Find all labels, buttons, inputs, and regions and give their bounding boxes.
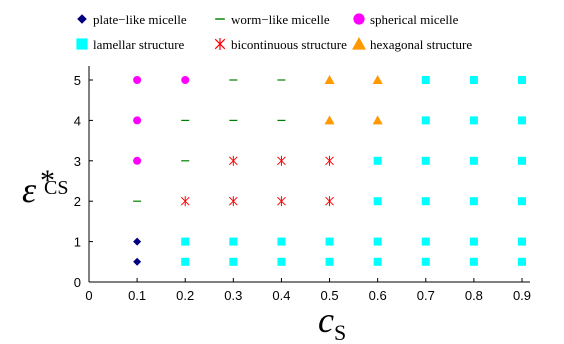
data-points	[133, 75, 526, 266]
legend-item-worm-like-micelle: worm−like micelle	[215, 12, 330, 27]
legend-label: bicontinuous structure	[231, 37, 347, 52]
point-lamellar-structure	[325, 257, 334, 266]
point-lamellar-structure	[469, 197, 478, 206]
point-lamellar-structure	[518, 197, 526, 206]
point-lamellar-structure	[421, 116, 430, 125]
legend-item-lamellar-structure: lamellar structure	[76, 37, 185, 52]
point-lamellar-structure	[518, 237, 526, 246]
point-lamellar-structure	[421, 156, 430, 165]
legend-label: spherical micelle	[370, 12, 459, 27]
point-spherical-micelle	[181, 76, 190, 84]
point-bicontinuous-structure	[228, 196, 238, 207]
legend-label: plate−like micelle	[93, 12, 187, 27]
y-tick-label: 0	[74, 275, 81, 290]
legend-item-plate-like-micelle: plate−like micelle	[77, 12, 187, 27]
legend-item-bicontinuous-structure: bicontinuous structure	[214, 37, 347, 52]
point-lamellar-structure	[518, 156, 526, 165]
x-tick-label: 0.6	[369, 288, 387, 303]
series-plate-like-micelle	[133, 237, 142, 266]
series-lamellar-structure	[181, 76, 526, 266]
point-lamellar-structure	[421, 257, 430, 266]
series-bicontinuous-structure	[180, 155, 334, 207]
axes	[88, 66, 530, 283]
axis-titles: cS ε * CS	[22, 164, 346, 344]
y-axis-title: ε	[22, 170, 37, 210]
point-bicontinuous-structure	[228, 155, 238, 166]
point-lamellar-structure	[469, 257, 478, 266]
point-lamellar-structure	[469, 156, 478, 165]
y-tick-label: 5	[74, 73, 81, 88]
legend-marker-hexagonal-structure	[352, 37, 366, 50]
legend-marker-bicontinuous-structure	[214, 37, 226, 51]
legend-label: hexagonal structure	[370, 37, 472, 52]
legend-label: worm−like micelle	[231, 12, 330, 27]
point-lamellar-structure	[277, 257, 286, 266]
ticks: 0 0.1 0.2 0.3 0.4 0.5 0.6 0.7 0.8 0.9 0 1 2 3 4 5	[74, 73, 531, 303]
point-lamellar-structure	[325, 237, 334, 246]
point-lamellar-structure	[469, 76, 478, 84]
point-lamellar-structure	[518, 116, 526, 125]
point-lamellar-structure	[469, 237, 478, 246]
series-hexagonal-structure	[324, 75, 383, 125]
y-tick-label: 1	[74, 235, 81, 250]
x-tick-label: 0.4	[272, 288, 290, 303]
point-lamellar-structure	[421, 76, 430, 84]
point-bicontinuous-structure	[180, 196, 190, 207]
point-bicontinuous-structure	[277, 196, 286, 207]
x-tick-label: 0.5	[321, 288, 339, 303]
point-lamellar-structure	[469, 116, 478, 125]
x-tick-label: 0.9	[513, 288, 531, 303]
point-lamellar-structure	[421, 237, 430, 246]
point-lamellar-structure	[277, 237, 286, 246]
point-lamellar-structure	[181, 237, 190, 246]
series-spherical-micelle	[133, 76, 190, 165]
point-lamellar-structure	[373, 257, 382, 266]
point-plate-like-micelle	[133, 237, 142, 246]
point-lamellar-structure	[373, 156, 382, 165]
x-tick-label: 0.2	[176, 288, 194, 303]
point-plate-like-micelle	[133, 257, 142, 266]
x-tick-label: 0.8	[465, 288, 483, 303]
series-worm-like-micelle	[133, 79, 286, 202]
point-spherical-micelle	[133, 116, 142, 125]
point-hexagonal-structure	[324, 115, 335, 125]
point-spherical-micelle	[133, 76, 142, 84]
point-lamellar-structure	[518, 76, 526, 84]
point-lamellar-structure	[421, 197, 430, 206]
legend: plate−like micelle worm−like micelle spher…	[76, 12, 472, 52]
point-bicontinuous-structure	[325, 155, 334, 166]
point-hexagonal-structure	[372, 115, 383, 125]
point-bicontinuous-structure	[277, 155, 286, 166]
y-tick-label: 3	[74, 154, 81, 169]
point-lamellar-structure	[229, 257, 238, 266]
point-lamellar-structure	[181, 257, 190, 266]
y-tick-label: 2	[74, 194, 81, 209]
point-lamellar-structure	[518, 257, 526, 266]
point-lamellar-structure	[373, 237, 382, 246]
legend-label: lamellar structure	[93, 37, 185, 52]
y-axis-title-subscript: CS	[44, 177, 68, 199]
x-tick-label: 0.3	[224, 288, 242, 303]
legend-item-hexagonal-structure: hexagonal structure	[352, 37, 472, 52]
x-axis-title: cS	[318, 300, 346, 344]
y-tick-label: 4	[74, 113, 81, 128]
legend-marker-lamellar-structure	[76, 38, 88, 50]
y-axis-title-superscript: *	[40, 164, 55, 197]
x-tick-label: 0	[85, 288, 92, 303]
point-hexagonal-structure	[372, 75, 383, 84]
x-tick-label: 0.7	[417, 288, 435, 303]
point-lamellar-structure	[373, 197, 382, 206]
legend-marker-spherical-micelle	[353, 13, 365, 25]
legend-item-spherical-micelle: spherical micelle	[353, 12, 459, 27]
x-tick-label: 0.1	[128, 288, 146, 303]
point-spherical-micelle	[133, 156, 142, 165]
legend-marker-plate-like-micelle	[77, 14, 87, 24]
point-hexagonal-structure	[324, 75, 335, 84]
point-lamellar-structure	[229, 237, 238, 246]
point-bicontinuous-structure	[325, 196, 334, 207]
